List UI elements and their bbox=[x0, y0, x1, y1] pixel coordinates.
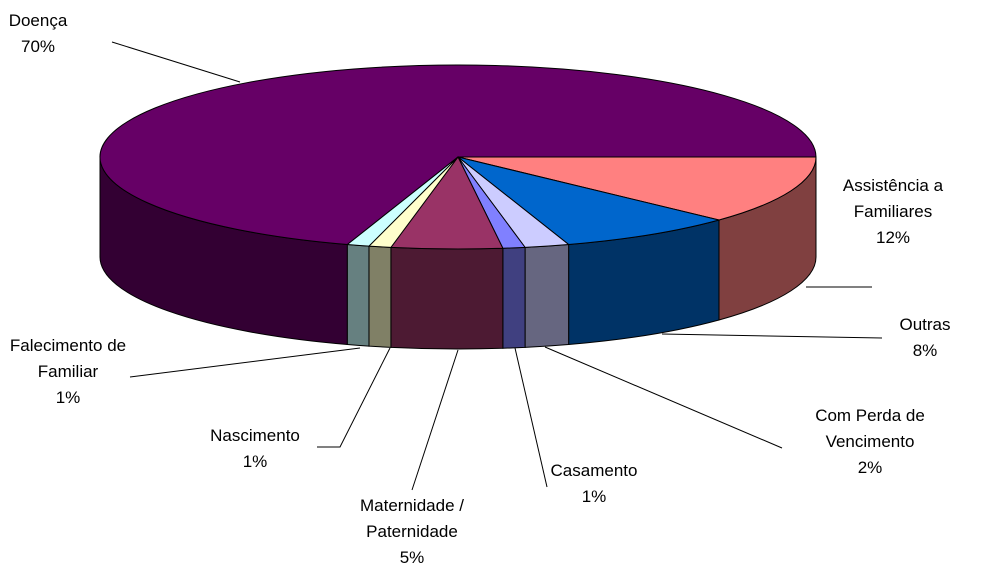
value-label: 1% bbox=[242, 452, 268, 471]
leader-line bbox=[111, 41, 241, 83]
value-label: 8% bbox=[912, 341, 938, 360]
pie-wall bbox=[390, 246, 504, 350]
category-label: Maternidade / Paternidade bbox=[360, 496, 464, 541]
pie-wall bbox=[524, 243, 570, 348]
value-label: 12% bbox=[875, 228, 911, 247]
category-label: Nascimento bbox=[210, 426, 300, 445]
pie-slice bbox=[457, 156, 817, 221]
slice-label: Outras 8% bbox=[885, 312, 965, 364]
category-label: Assistência a Familiares bbox=[842, 176, 944, 221]
category-label: Outras bbox=[899, 315, 951, 334]
category-label: Doença bbox=[8, 11, 68, 30]
pie-wall bbox=[368, 245, 392, 348]
slice-label: Doença 70% bbox=[0, 8, 78, 60]
value-label: 5% bbox=[399, 548, 425, 567]
slice-label: Casamento 1% bbox=[539, 458, 649, 510]
pie-slice bbox=[457, 156, 720, 246]
value-label: 70% bbox=[20, 37, 56, 56]
leader-line bbox=[411, 349, 459, 491]
slice-label: Falecimento de Familiar 1% bbox=[3, 333, 133, 411]
leader-line bbox=[514, 347, 548, 488]
leader-line bbox=[317, 347, 391, 448]
pie-slice bbox=[346, 156, 459, 247]
pie-wall bbox=[502, 246, 526, 349]
value-label: 1% bbox=[55, 388, 81, 407]
leader-line bbox=[129, 347, 361, 378]
slice-label: Com Perda de Vencimento 2% bbox=[795, 403, 945, 481]
leader-line bbox=[661, 333, 883, 339]
category-label: Falecimento de Familiar bbox=[9, 336, 127, 381]
value-label: 2% bbox=[857, 458, 883, 477]
slice-label: Nascimento 1% bbox=[190, 423, 320, 475]
pie-slice bbox=[99, 64, 817, 246]
category-label: Com Perda de Vencimento bbox=[815, 406, 925, 451]
slice-label: Maternidade / Paternidade 5% bbox=[342, 493, 482, 571]
category-label: Casamento bbox=[550, 461, 638, 480]
leader-line bbox=[544, 346, 783, 449]
pie-wall bbox=[346, 243, 370, 347]
value-label: 1% bbox=[581, 487, 607, 506]
slice-label: Assistência a Familiares 12% bbox=[823, 173, 963, 251]
